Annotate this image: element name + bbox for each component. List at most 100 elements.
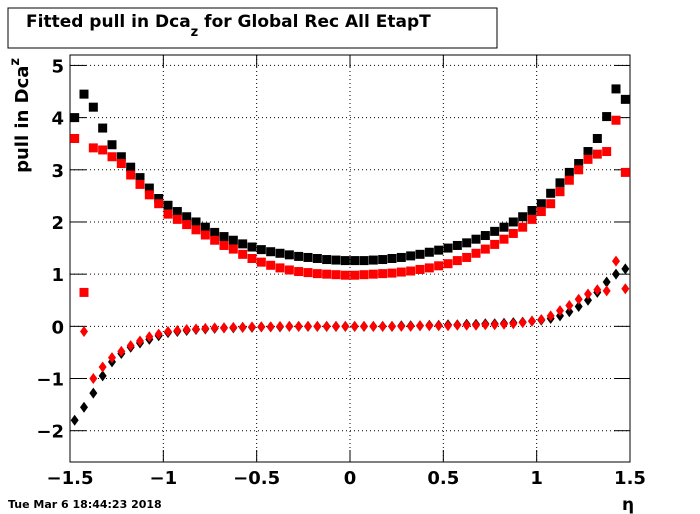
diamond-marker xyxy=(434,320,443,332)
y-tick-label: 0 xyxy=(51,317,64,338)
square-marker xyxy=(303,252,313,262)
diamond-marker xyxy=(266,321,275,333)
square-marker xyxy=(359,256,369,266)
diamond-marker xyxy=(621,263,630,275)
square-marker xyxy=(434,261,444,271)
diamond-marker xyxy=(164,326,172,338)
chart-title: Fitted pull in Dcaz for Global Rec All E… xyxy=(26,12,431,40)
square-marker xyxy=(564,175,574,185)
square-marker xyxy=(182,220,192,230)
square-marker xyxy=(480,231,490,241)
diamond-marker xyxy=(528,315,536,327)
diamond-marker xyxy=(453,319,462,331)
square-marker xyxy=(555,178,565,188)
square-marker xyxy=(210,235,220,245)
title-rest: for Global Rec All EtapT xyxy=(198,12,431,32)
diamond-marker xyxy=(304,320,312,332)
x-tick-label: −0.5 xyxy=(233,468,280,489)
square-marker xyxy=(574,159,584,169)
square-marker xyxy=(88,102,98,112)
y-label-sub: z xyxy=(8,58,23,66)
square-marker xyxy=(536,199,546,209)
square-marker xyxy=(350,270,360,280)
title-box xyxy=(7,7,498,49)
square-marker xyxy=(350,256,360,266)
diamond-marker xyxy=(584,294,592,306)
square-marker xyxy=(611,115,621,125)
square-marker xyxy=(452,240,462,250)
square-marker xyxy=(490,226,500,236)
square-marker xyxy=(200,230,210,240)
square-marker xyxy=(172,214,182,224)
y-tick-label: 1 xyxy=(51,265,64,286)
square-marker xyxy=(191,217,201,227)
square-marker xyxy=(368,255,378,265)
square-marker xyxy=(98,123,108,133)
diamond-marker xyxy=(126,340,135,352)
x-axis-label: η xyxy=(622,495,634,514)
title-sub: z xyxy=(191,25,199,40)
square-marker xyxy=(527,205,537,215)
diamond-marker xyxy=(201,322,210,334)
square-marker xyxy=(620,94,630,104)
diamond-marker xyxy=(229,321,238,333)
diamond-marker xyxy=(220,322,228,334)
square-marker xyxy=(387,268,397,278)
square-marker xyxy=(275,263,285,273)
diamond-marker xyxy=(238,321,247,333)
square-marker xyxy=(443,259,453,269)
square-marker xyxy=(284,265,294,275)
square-marker xyxy=(546,188,556,198)
square-marker xyxy=(116,159,126,169)
square-marker xyxy=(331,270,341,280)
square-marker xyxy=(256,257,266,267)
title-main: Fitted pull in Dca xyxy=(26,12,191,32)
square-marker xyxy=(602,112,612,122)
diamond-marker xyxy=(145,331,154,343)
square-marker xyxy=(359,270,369,280)
square-marker xyxy=(602,147,612,157)
diamond-marker xyxy=(182,323,191,335)
diamond-marker xyxy=(518,317,527,329)
square-marker xyxy=(70,133,80,143)
square-marker xyxy=(583,154,593,164)
square-marker xyxy=(368,269,378,279)
diamond-marker xyxy=(173,325,182,337)
square-marker xyxy=(144,190,154,200)
diamond-marker xyxy=(472,319,480,331)
diamond-marker xyxy=(98,361,107,373)
square-marker xyxy=(340,256,350,266)
y-tick-label: −2 xyxy=(36,422,64,443)
x-tick-label: −1 xyxy=(150,468,178,489)
diamond-marker xyxy=(276,320,284,332)
y-tick-label: 5 xyxy=(51,56,64,77)
y-tick-label: −1 xyxy=(36,370,64,391)
diamond-marker xyxy=(584,288,592,300)
diamond-marker xyxy=(546,310,555,322)
diamond-marker xyxy=(574,293,583,305)
diamond-marker xyxy=(565,299,574,311)
square-marker xyxy=(471,248,481,258)
diamond-marker xyxy=(136,335,144,347)
square-marker xyxy=(303,268,313,278)
footer: Tue Mar 6 18:44:23 2018 xyxy=(8,498,162,511)
square-marker xyxy=(378,255,388,265)
square-marker xyxy=(182,212,192,222)
square-marker xyxy=(462,252,472,262)
square-marker xyxy=(424,263,434,273)
diamond-marker xyxy=(350,320,359,332)
diamond-marker xyxy=(294,320,303,332)
diamond-marker xyxy=(322,320,331,332)
square-marker xyxy=(294,267,304,277)
diamond-marker xyxy=(248,321,256,333)
square-marker xyxy=(256,245,266,255)
square-marker xyxy=(322,255,332,265)
square-marker xyxy=(266,247,276,257)
diamond-marker xyxy=(80,326,88,338)
y-axis-label: pull in Dcaz xyxy=(8,58,33,173)
square-marker xyxy=(518,222,528,232)
diamond-marker xyxy=(117,345,126,357)
diamond-marker xyxy=(332,320,340,332)
square-marker xyxy=(154,193,164,203)
square-marker xyxy=(88,143,98,153)
